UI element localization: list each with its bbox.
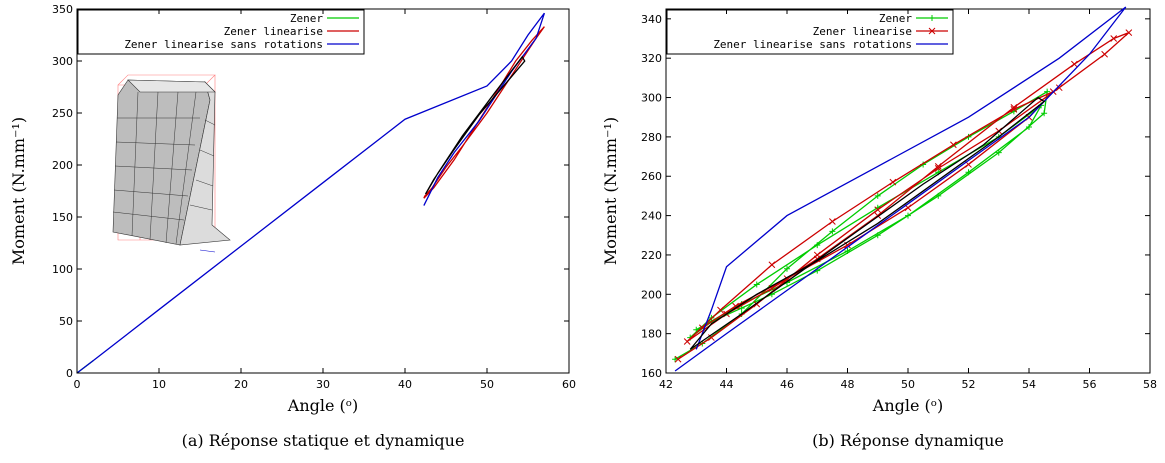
inset-3d-mesh-image bbox=[112, 74, 231, 253]
y-tick-label: 150 bbox=[52, 211, 73, 224]
y-tick-label: 220 bbox=[641, 249, 662, 262]
x-tick-label: 48 bbox=[841, 378, 855, 391]
x-tick-label: 60 bbox=[562, 378, 576, 391]
data-point-marker bbox=[889, 178, 897, 186]
y-tick-label: 50 bbox=[59, 315, 73, 328]
legend-label: Zener bbox=[290, 12, 323, 25]
data-point-marker bbox=[935, 192, 942, 199]
data-point-marker bbox=[874, 192, 881, 199]
data-point-marker bbox=[732, 302, 739, 310]
x-tick-label: 20 bbox=[234, 378, 248, 391]
y-axis-label-b: Moment (N.mm⁻¹) bbox=[601, 117, 620, 265]
data-point-marker bbox=[674, 355, 682, 363]
y-tick-label: 200 bbox=[641, 288, 662, 301]
data-point-marker bbox=[1044, 88, 1051, 95]
y-tick-label: 240 bbox=[641, 210, 662, 223]
data-point-marker bbox=[965, 169, 972, 176]
y-tick-label: 250 bbox=[52, 107, 73, 120]
y-tick-label: 0 bbox=[66, 367, 73, 380]
x-tick-label: 56 bbox=[1083, 378, 1097, 391]
data-point-marker bbox=[874, 206, 882, 214]
data-point-marker bbox=[874, 232, 881, 239]
data-point-marker bbox=[934, 165, 942, 172]
x-tick-label: 50 bbox=[480, 378, 494, 391]
data-point-marker bbox=[693, 326, 700, 333]
x-axis-label-a: Angle (ᵒ) bbox=[287, 396, 358, 415]
y-tick-label: 260 bbox=[641, 170, 662, 183]
y-tick-label: 300 bbox=[641, 92, 662, 105]
data-point-marker bbox=[672, 356, 679, 363]
legend-box bbox=[666, 9, 954, 55]
x-tick-label: 50 bbox=[901, 378, 915, 391]
data-point-marker bbox=[905, 212, 911, 219]
x-tick-label: 54 bbox=[1022, 378, 1036, 391]
series-line-unnamed bbox=[689, 96, 1046, 350]
series-line-zener bbox=[674, 90, 1048, 360]
y-axis-label-a: Moment (N.mm⁻¹) bbox=[9, 117, 28, 265]
x-tick-label: 44 bbox=[720, 378, 734, 391]
data-point-marker bbox=[1101, 50, 1108, 58]
legend-label: Zener linearise bbox=[224, 25, 323, 38]
data-point-marker bbox=[683, 338, 691, 345]
data-point-marker bbox=[995, 149, 1002, 156]
data-point-marker bbox=[1010, 104, 1018, 111]
x-tick-label: 40 bbox=[398, 378, 412, 391]
data-point-marker bbox=[1026, 124, 1032, 131]
series-line-unnamed bbox=[424, 55, 526, 195]
y-tick-label: 160 bbox=[641, 367, 662, 380]
data-point-marker bbox=[829, 228, 836, 235]
legend-label: Zener linearise sans rotations bbox=[713, 38, 912, 51]
y-tick-label: 340 bbox=[641, 13, 662, 26]
y-tick-label: 200 bbox=[52, 159, 73, 172]
legend-marker bbox=[929, 15, 935, 21]
y-tick-label: 320 bbox=[641, 52, 662, 65]
caption-b: (b) Réponse dynamique bbox=[812, 431, 1004, 450]
data-point-marker bbox=[1055, 84, 1063, 92]
data-point-marker bbox=[1110, 35, 1118, 42]
x-tick-label: 10 bbox=[152, 378, 166, 391]
x-tick-label: 46 bbox=[780, 378, 794, 391]
x-tick-label: 42 bbox=[659, 378, 673, 391]
legend-label: Zener linearise sans rotations bbox=[124, 38, 323, 51]
data-point-marker bbox=[1041, 110, 1048, 117]
data-point-marker bbox=[717, 306, 724, 314]
data-point-marker bbox=[1010, 105, 1018, 113]
data-point-marker bbox=[1125, 29, 1133, 36]
data-point-marker bbox=[753, 281, 760, 288]
x-tick-label: 0 bbox=[74, 378, 81, 391]
data-point-marker bbox=[768, 261, 776, 269]
x-tick-label: 52 bbox=[962, 378, 976, 391]
y-tick-label: 300 bbox=[52, 55, 73, 68]
data-point-marker bbox=[814, 242, 821, 249]
data-point-marker bbox=[934, 163, 942, 170]
data-point-marker bbox=[844, 248, 851, 255]
data-point-marker bbox=[950, 141, 957, 149]
legend-label: Zener bbox=[879, 12, 912, 25]
x-tick-label: 58 bbox=[1143, 378, 1157, 391]
legend-marker bbox=[928, 27, 936, 35]
data-point-marker bbox=[1071, 60, 1078, 68]
x-tick-label: 30 bbox=[316, 378, 330, 391]
y-tick-label: 280 bbox=[641, 131, 662, 144]
caption-a: (a) Réponse statique et dynamique bbox=[182, 431, 465, 450]
x-axis-label-b: Angle (ᵒ) bbox=[872, 396, 943, 415]
legend-label: Zener linearise bbox=[813, 25, 912, 38]
y-tick-label: 100 bbox=[52, 263, 73, 276]
series-line-zener-linearise-sans-rotations bbox=[76, 12, 546, 374]
y-tick-label: 350 bbox=[52, 3, 73, 16]
legend-box bbox=[77, 9, 365, 55]
data-point-marker bbox=[784, 265, 790, 272]
y-tick-label: 180 bbox=[641, 328, 662, 341]
data-point-marker bbox=[829, 218, 836, 225]
series-line-zener-linearise-sans-rotations bbox=[674, 6, 1127, 372]
